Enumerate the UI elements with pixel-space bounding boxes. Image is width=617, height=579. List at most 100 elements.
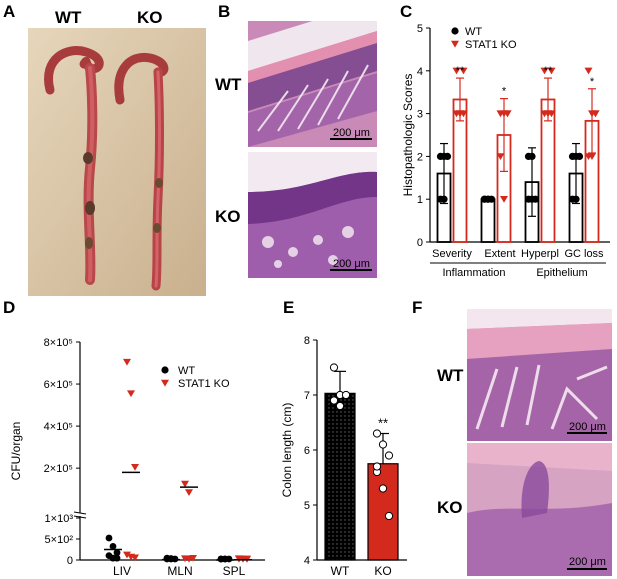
y-tick-label: 5×10² xyxy=(45,534,74,546)
legend-label-wt: WT xyxy=(178,365,195,377)
data-point xyxy=(185,555,193,563)
category-label: WT xyxy=(331,564,350,578)
axis-break xyxy=(73,511,87,515)
data-point xyxy=(452,67,461,75)
data-point xyxy=(528,152,536,160)
bar xyxy=(367,463,399,561)
data-point xyxy=(113,554,121,562)
data-point xyxy=(131,463,139,471)
data-point xyxy=(341,390,351,400)
legend-label-ko: STAT1 KO xyxy=(465,39,517,51)
data-point xyxy=(572,195,580,203)
data-point xyxy=(496,153,505,160)
panel-letter-b: B xyxy=(218,2,231,21)
data-point xyxy=(500,196,508,203)
histology-ko-image xyxy=(248,152,377,278)
y-tick-label: 4 xyxy=(304,555,310,567)
legend-label-ko: STAT1 KO xyxy=(178,378,230,390)
y-axis-label: CFU/organ xyxy=(9,422,23,481)
category-label: MLN xyxy=(167,564,192,578)
category-label: Severity xyxy=(432,248,472,260)
data-point xyxy=(123,551,131,559)
y-tick-label: 4×10⁵ xyxy=(44,421,73,433)
data-point xyxy=(131,554,139,562)
panel-f-scale-top: 200 μm xyxy=(569,421,606,433)
data-point xyxy=(459,67,468,75)
legend-marker-ko xyxy=(451,40,459,48)
cfu-chart: 8×10⁵ 6×10⁵ 4×10⁵ 2×10⁵ 1×10³ 5×10² 0 CFU/organ… xyxy=(9,337,265,578)
data-point xyxy=(109,543,117,550)
bar xyxy=(324,392,356,561)
category-label: SPL xyxy=(223,564,246,578)
y-tick-label: 6×10⁵ xyxy=(44,379,73,391)
significance-mark: ** xyxy=(456,65,465,77)
panel-letter-c: C xyxy=(400,2,413,21)
data-point xyxy=(123,358,131,366)
data-point xyxy=(440,195,448,203)
histology-wt-image xyxy=(248,21,377,147)
data-point xyxy=(181,480,189,488)
significance-mark: ** xyxy=(378,416,388,431)
y-tick-label: 1×10³ xyxy=(45,513,74,525)
panel-letter-a: A xyxy=(3,2,16,21)
axis-break xyxy=(73,515,87,519)
panel-f-scale-bottom: 200 μm xyxy=(569,556,606,568)
y-tick-label: 5 xyxy=(417,23,423,35)
data-point xyxy=(496,110,505,118)
y-axis-label: Histopathologic Scores xyxy=(401,74,415,197)
y-axis-label: Colon length (cm) xyxy=(280,403,294,498)
data-point xyxy=(329,396,339,405)
y-tick-label: 3 xyxy=(417,109,423,121)
y-tick-label: 8 xyxy=(304,335,310,347)
panel-a-ko-label: KO xyxy=(137,8,163,27)
group-label: Inflammation xyxy=(443,267,506,279)
category-label: GC loss xyxy=(564,248,604,260)
colon-length-chart: 4 5 6 7 8 Colon length (cm) WT KO ** xyxy=(280,335,407,578)
y-tick-label: 1 xyxy=(417,194,423,206)
data-point xyxy=(584,67,593,75)
data-point xyxy=(185,489,193,496)
panel-letter-d: D xyxy=(3,298,16,317)
data-point xyxy=(591,110,600,118)
panel-b-scale-bottom: 200 μm xyxy=(333,258,370,270)
category-label: KO xyxy=(374,564,391,578)
data-point xyxy=(484,195,492,203)
data-point xyxy=(503,110,512,118)
data-point xyxy=(378,440,388,449)
data-point xyxy=(531,195,540,203)
data-point xyxy=(378,484,388,493)
y-tick-label: 2 xyxy=(417,151,423,163)
data-point xyxy=(221,555,229,563)
panel-letter-f: F xyxy=(412,298,423,317)
panel-b-wt-label: WT xyxy=(215,75,242,94)
y-tick-label: 2×10⁵ xyxy=(44,463,73,475)
y-tick-label: 4 xyxy=(417,66,423,78)
category-label: LIV xyxy=(113,564,131,578)
data-point xyxy=(540,67,549,75)
data-point xyxy=(588,153,596,160)
panel-f-wt-label: WT xyxy=(437,366,464,385)
bar xyxy=(480,198,496,243)
legend-marker-wt xyxy=(451,27,459,35)
histology-f-ko-image xyxy=(467,443,612,576)
data-point xyxy=(372,429,382,438)
legend-marker-ko xyxy=(161,379,169,387)
y-tick-label: 8×10⁵ xyxy=(44,337,73,349)
y-tick-label: 0 xyxy=(67,555,73,567)
category-label: Extent xyxy=(484,248,515,260)
data-point xyxy=(113,549,121,557)
y-tick-label: 7 xyxy=(304,390,310,402)
data-point xyxy=(372,462,382,471)
data-point xyxy=(572,152,580,160)
colon-photo xyxy=(28,28,206,296)
panel-b-scale-top: 200 μm xyxy=(333,127,370,139)
data-point xyxy=(384,511,394,521)
significance-mark: * xyxy=(590,76,595,88)
data-point xyxy=(440,152,448,160)
category-label: Hyperpl xyxy=(521,248,559,260)
data-point xyxy=(335,401,345,411)
data-point xyxy=(329,363,339,372)
group-label: Epithelium xyxy=(536,267,587,279)
significance-mark: * xyxy=(502,86,507,98)
